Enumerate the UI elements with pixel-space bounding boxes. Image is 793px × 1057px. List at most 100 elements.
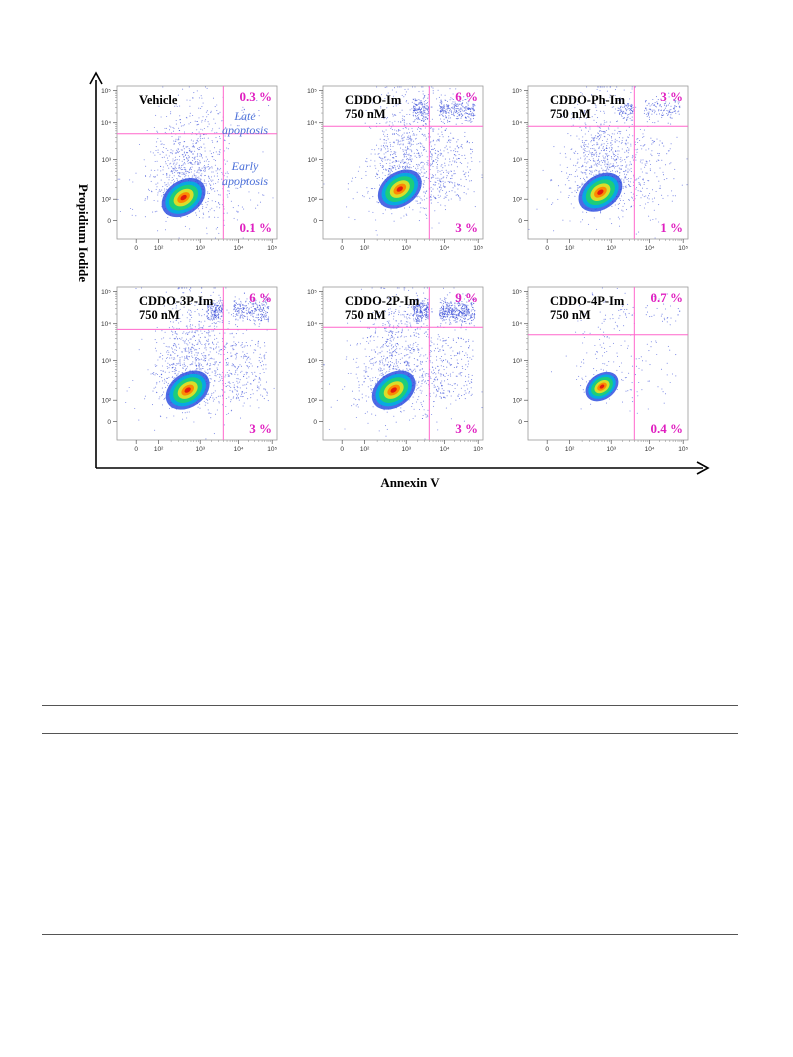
point: [627, 108, 629, 110]
point: [192, 361, 194, 363]
point: [196, 147, 199, 149]
point: [401, 138, 403, 140]
point: [366, 165, 368, 167]
point: [457, 184, 459, 186]
point: [458, 115, 460, 117]
point: [458, 114, 460, 116]
point: [439, 152, 441, 154]
point: [443, 185, 445, 187]
point: [617, 146, 619, 148]
point: [616, 86, 618, 88]
point: [182, 163, 185, 165]
point: [203, 168, 205, 170]
point: [179, 105, 181, 107]
point: [393, 157, 395, 159]
point: [455, 105, 457, 107]
point: [162, 194, 165, 196]
point: [408, 148, 410, 150]
point: [596, 165, 598, 167]
point: [410, 160, 412, 162]
point: [172, 172, 174, 174]
point: [174, 367, 176, 369]
point: [360, 94, 362, 97]
point: [190, 327, 192, 329]
point: [406, 154, 408, 156]
point: [213, 325, 215, 327]
point: [600, 164, 602, 166]
point: [653, 140, 655, 142]
point: [596, 154, 598, 156]
point: [198, 314, 200, 316]
point: [626, 178, 628, 181]
point: [442, 155, 444, 157]
point: [567, 176, 569, 178]
point: [470, 114, 472, 116]
point: [625, 169, 627, 171]
point: [666, 178, 668, 180]
point: [430, 106, 432, 108]
point: [678, 106, 680, 108]
point: [267, 297, 269, 299]
point: [203, 127, 205, 130]
point: [627, 136, 629, 138]
point: [389, 162, 391, 164]
point: [403, 165, 405, 168]
point: [395, 169, 397, 171]
point: [186, 117, 188, 119]
point: [218, 373, 220, 375]
point: [189, 331, 191, 333]
point: [614, 94, 616, 97]
point: [160, 116, 162, 118]
point: [439, 107, 441, 109]
point: [619, 133, 621, 135]
point: [409, 138, 411, 140]
point: [553, 230, 555, 232]
point: [674, 100, 676, 102]
point: [408, 132, 411, 134]
point: [218, 402, 220, 404]
point: [422, 106, 424, 108]
point: [191, 351, 193, 353]
point: [376, 234, 378, 236]
point: [158, 398, 160, 400]
y-tick-label: 10²: [102, 197, 112, 204]
point: [630, 109, 632, 111]
point: [164, 184, 166, 186]
point: [612, 165, 614, 167]
point: [168, 167, 170, 169]
point: [550, 180, 552, 182]
point: [188, 313, 190, 315]
point: [144, 398, 146, 400]
point: [427, 178, 430, 180]
point: [438, 140, 440, 142]
point: [432, 130, 434, 133]
point: [481, 176, 483, 179]
point: [262, 301, 264, 303]
point: [448, 199, 450, 201]
point: [627, 171, 629, 173]
point: [407, 148, 409, 150]
point: [209, 351, 211, 353]
point: [213, 392, 215, 394]
point: [200, 364, 202, 366]
point: [447, 139, 450, 142]
point: [154, 330, 157, 332]
point: [188, 411, 190, 413]
point: [206, 398, 208, 400]
x-tick-label: 10⁵: [473, 245, 483, 252]
point: [191, 330, 193, 332]
point: [162, 169, 164, 171]
point: [449, 141, 451, 143]
point: [582, 148, 584, 150]
point: [194, 163, 196, 165]
point: [466, 106, 468, 108]
point: [186, 327, 189, 329]
point: [631, 112, 633, 114]
point: [378, 176, 380, 178]
point: [424, 95, 426, 97]
point: [213, 330, 215, 332]
x-axis-arrow: [696, 461, 710, 475]
point: [202, 355, 204, 357]
point: [200, 369, 202, 371]
point: [581, 141, 584, 143]
